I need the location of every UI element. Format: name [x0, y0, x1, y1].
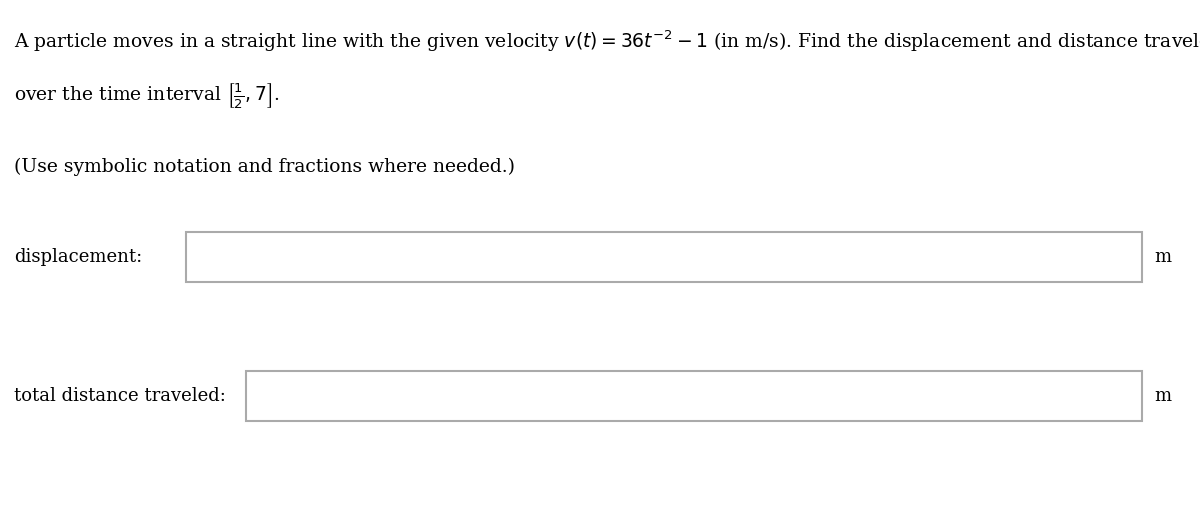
FancyBboxPatch shape — [246, 372, 1142, 421]
Text: m: m — [1154, 387, 1171, 405]
Text: displacement:: displacement: — [14, 248, 143, 266]
Text: m: m — [1154, 248, 1171, 266]
FancyBboxPatch shape — [186, 232, 1142, 282]
Text: A particle moves in a straight line with the given velocity $v(t) = 36t^{-2} - 1: A particle moves in a straight line with… — [14, 29, 1200, 55]
Text: (Use symbolic notation and fractions where needed.): (Use symbolic notation and fractions whe… — [14, 158, 516, 176]
Text: total distance traveled:: total distance traveled: — [14, 387, 227, 405]
Text: over the time interval $\left[\frac{1}{2}, 7\right]$.: over the time interval $\left[\frac{1}{2… — [14, 81, 281, 111]
